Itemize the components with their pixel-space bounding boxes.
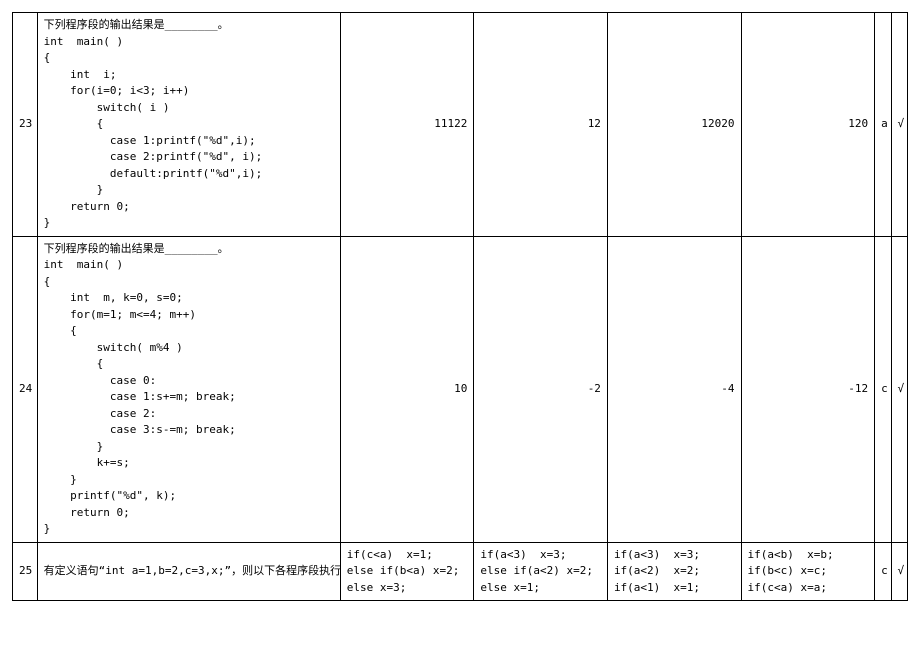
table-row: 23下列程序段的输出结果是________。 int main( ) { int…	[13, 13, 908, 237]
check-cell: √	[891, 542, 907, 601]
option-b: -2	[474, 236, 608, 542]
table-row: 25 有定义语句“int a=1,b=2,c=3,x;”，则以下各程序段执行后，x…	[13, 542, 908, 601]
option-a: 11122	[340, 13, 474, 237]
answer-cell: a	[875, 13, 891, 237]
option-b: 12	[474, 13, 608, 237]
option-c: -4	[607, 236, 741, 542]
question-cell-text: 有定义语句“int a=1,b=2,c=3,x;”，则以下各程序段执行后，x的值…	[44, 563, 334, 580]
question-table: 23下列程序段的输出结果是________。 int main( ) { int…	[12, 12, 908, 601]
option-c-text: if(a<3) x=3; if(a<2) x=2; if(a<1) x=1;	[614, 547, 735, 597]
option-d: 120	[741, 13, 875, 237]
check-cell: √	[891, 236, 907, 542]
option-a: if(c<a) x=1; else if(b<a) x=2; else x=3;	[340, 542, 474, 601]
option-c: if(a<3) x=3; if(a<2) x=2; if(a<1) x=1;	[607, 542, 741, 601]
check-cell: √	[891, 13, 907, 237]
question-cell: 下列程序段的输出结果是________。 int main( ) { int m…	[37, 236, 340, 542]
row-number: 24	[13, 236, 38, 542]
option-d-text: if(a<b) x=b; if(b<c) x=c; if(c<a) x=a;	[748, 547, 869, 597]
question-cell: 有定义语句“int a=1,b=2,c=3,x;”，则以下各程序段执行后，x的值…	[37, 542, 340, 601]
question-cell: 下列程序段的输出结果是________。 int main( ) { int i…	[37, 13, 340, 237]
option-a: 10	[340, 236, 474, 542]
question-cell-text: 下列程序段的输出结果是________。 int main( ) { int m…	[44, 241, 334, 538]
option-c: 12020	[607, 13, 741, 237]
option-b: if(a<3) x=3; else if(a<2) x=2; else x=1;	[474, 542, 608, 601]
answer-cell: c	[875, 236, 891, 542]
question-cell-text: 下列程序段的输出结果是________。 int main( ) { int i…	[44, 17, 334, 232]
row-number: 23	[13, 13, 38, 237]
option-b-text: if(a<3) x=3; else if(a<2) x=2; else x=1;	[480, 547, 601, 597]
option-d: if(a<b) x=b; if(b<c) x=c; if(c<a) x=a;	[741, 542, 875, 601]
answer-cell: c	[875, 542, 891, 601]
table-row: 24下列程序段的输出结果是________。 int main( ) { int…	[13, 236, 908, 542]
option-d: -12	[741, 236, 875, 542]
option-a-text: if(c<a) x=1; else if(b<a) x=2; else x=3;	[347, 547, 468, 597]
row-number: 25	[13, 542, 38, 601]
